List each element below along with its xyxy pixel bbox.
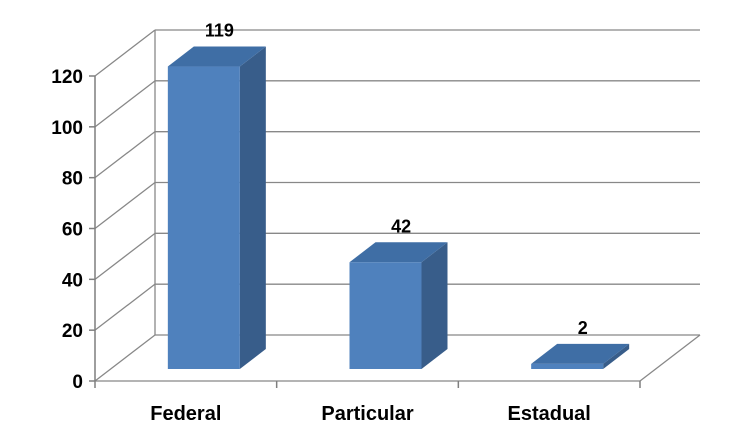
y-tick-label-120: 120 <box>51 67 83 88</box>
data-label-federal: 119 <box>205 21 234 41</box>
data-label-estadual: 2 <box>578 318 588 338</box>
y-tick-label-0: 0 <box>72 372 83 393</box>
bar-estadual <box>531 343 630 369</box>
bar-federal <box>167 46 266 370</box>
category-label-particular: Particular <box>321 403 413 425</box>
category-label-federal: Federal <box>150 403 221 425</box>
y-tick-label-80: 80 <box>62 169 83 190</box>
category-label-estadual: Estadual <box>507 403 590 425</box>
bar-particular <box>349 242 448 369</box>
y-tick-label-100: 100 <box>51 118 83 139</box>
y-tick-label-20: 20 <box>62 321 83 342</box>
bars <box>167 46 630 370</box>
y-tick-label-40: 40 <box>62 270 83 291</box>
labels: 0 20 40 60 80 100 120 119 Federal 42 Particular 2 Es… <box>51 21 591 425</box>
axes <box>89 30 701 388</box>
floor-right-edge <box>639 334 701 382</box>
data-label-particular: 42 <box>391 216 411 236</box>
gridline-120 <box>94 29 700 77</box>
y-tick-label-60: 60 <box>62 220 83 241</box>
